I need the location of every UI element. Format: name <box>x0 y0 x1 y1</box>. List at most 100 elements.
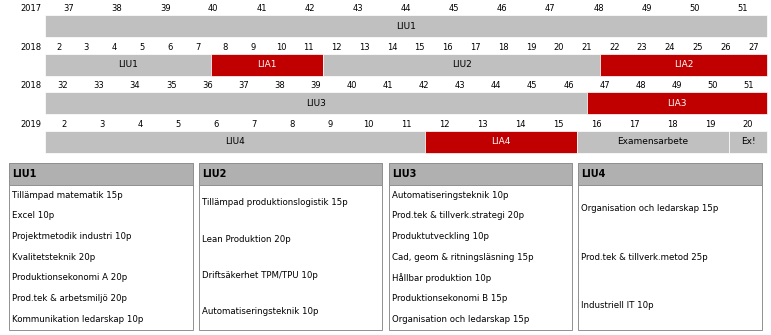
Text: 40: 40 <box>346 81 357 90</box>
Text: 42: 42 <box>305 4 315 13</box>
Text: LIU2: LIU2 <box>452 60 471 69</box>
Text: Organisation och ledarskap 15p: Organisation och ledarskap 15p <box>392 315 529 324</box>
Text: LIA1: LIA1 <box>258 60 277 69</box>
Text: Produktionsekonomi A 20p: Produktionsekonomi A 20p <box>12 273 127 282</box>
Text: 32: 32 <box>58 81 68 90</box>
Text: 10: 10 <box>362 120 373 129</box>
Text: 17: 17 <box>629 120 639 129</box>
Text: Organisation och ledarskap 15p: Organisation och ledarskap 15p <box>581 204 719 213</box>
Text: 15: 15 <box>553 120 564 129</box>
Text: 3: 3 <box>99 120 104 129</box>
Bar <box>729 131 767 152</box>
Text: Tillämpad produktionslogistik 15p: Tillämpad produktionslogistik 15p <box>202 198 348 207</box>
Text: 3: 3 <box>84 43 89 52</box>
Text: 46: 46 <box>563 81 574 90</box>
Text: 44: 44 <box>401 4 411 13</box>
Text: 2: 2 <box>61 120 66 129</box>
Text: LIA2: LIA2 <box>674 60 693 69</box>
Text: 41: 41 <box>382 81 393 90</box>
Text: 12: 12 <box>439 120 449 129</box>
Text: 13: 13 <box>476 120 487 129</box>
Text: 49: 49 <box>641 4 652 13</box>
Bar <box>322 54 601 75</box>
Text: Prod.tek & tillverk.metod 25p: Prod.tek & tillverk.metod 25p <box>581 253 708 262</box>
Bar <box>425 131 577 152</box>
Text: Prod.tek & arbetsmiljö 20p: Prod.tek & arbetsmiljö 20p <box>12 294 127 303</box>
Text: 49: 49 <box>672 81 682 90</box>
Bar <box>389 163 572 330</box>
Text: 5: 5 <box>175 120 180 129</box>
Text: 33: 33 <box>93 81 104 90</box>
Text: 50: 50 <box>689 4 700 13</box>
Bar <box>45 15 767 37</box>
Text: Automatiseringsteknik 10p: Automatiseringsteknik 10p <box>202 307 318 316</box>
Text: 44: 44 <box>491 81 501 90</box>
Text: 17: 17 <box>470 43 480 52</box>
Text: 13: 13 <box>359 43 369 52</box>
Text: 8: 8 <box>289 120 295 129</box>
Text: 25: 25 <box>692 43 703 52</box>
Text: 4: 4 <box>137 120 143 129</box>
Text: 6: 6 <box>213 120 218 129</box>
Text: LIA3: LIA3 <box>667 99 687 108</box>
Text: 4: 4 <box>112 43 117 52</box>
Text: Projektmetodik industri 10p: Projektmetodik industri 10p <box>12 232 132 241</box>
Text: LIU1: LIU1 <box>396 22 416 31</box>
Text: LIU3: LIU3 <box>305 99 325 108</box>
Text: 45: 45 <box>527 81 537 90</box>
Text: 2017: 2017 <box>21 4 42 13</box>
Text: 18: 18 <box>498 43 509 52</box>
Text: Examensarbete: Examensarbete <box>618 137 689 146</box>
Text: LIU2: LIU2 <box>202 169 227 179</box>
Text: Cad, geom & ritningsläsning 15p: Cad, geom & ritningsläsning 15p <box>392 253 534 262</box>
Text: Ex!: Ex! <box>741 137 756 146</box>
Text: 15: 15 <box>415 43 425 52</box>
Text: LIU1: LIU1 <box>118 60 138 69</box>
Text: Kommunikation ledarskap 10p: Kommunikation ledarskap 10p <box>12 315 143 324</box>
Bar <box>577 131 729 152</box>
Text: 46: 46 <box>497 4 507 13</box>
Text: 26: 26 <box>720 43 731 52</box>
Text: 38: 38 <box>274 81 284 90</box>
Text: Produktionsekonomi B 15p: Produktionsekonomi B 15p <box>392 294 507 303</box>
Text: 51: 51 <box>738 4 749 13</box>
Text: Produktutveckling 10p: Produktutveckling 10p <box>392 232 489 241</box>
Text: 2019: 2019 <box>21 120 42 129</box>
Bar <box>199 163 382 330</box>
Text: Automatiseringsteknik 10p: Automatiseringsteknik 10p <box>392 191 508 200</box>
Text: Industriell IT 10p: Industriell IT 10p <box>581 301 654 310</box>
Text: 6: 6 <box>167 43 173 52</box>
Text: 18: 18 <box>667 120 678 129</box>
Bar <box>199 163 382 185</box>
Text: Excel 10p: Excel 10p <box>12 211 55 220</box>
Bar <box>389 163 572 185</box>
Text: 43: 43 <box>455 81 466 90</box>
Bar <box>587 92 767 114</box>
Text: 20: 20 <box>554 43 564 52</box>
Text: 19: 19 <box>705 120 715 129</box>
Text: Driftsäkerhet TPM/TPU 10p: Driftsäkerhet TPM/TPU 10p <box>202 271 318 280</box>
Text: 14: 14 <box>515 120 525 129</box>
Text: 40: 40 <box>208 4 218 13</box>
Bar <box>9 163 193 330</box>
Text: 36: 36 <box>202 81 213 90</box>
Text: 47: 47 <box>599 81 610 90</box>
Text: Prod.tek & tillverk.strategi 20p: Prod.tek & tillverk.strategi 20p <box>392 211 524 220</box>
Bar <box>9 163 193 185</box>
Text: Tillämpad matematik 15p: Tillämpad matematik 15p <box>12 191 123 200</box>
Bar <box>45 131 425 152</box>
Bar <box>45 54 211 75</box>
Text: 38: 38 <box>112 4 123 13</box>
Text: 9: 9 <box>251 43 256 52</box>
Text: 22: 22 <box>609 43 620 52</box>
Text: 35: 35 <box>166 81 177 90</box>
Bar <box>45 92 587 114</box>
Text: LIU3: LIU3 <box>392 169 416 179</box>
Text: 2: 2 <box>56 43 61 52</box>
Text: 48: 48 <box>593 4 604 13</box>
Text: Kvalitetsteknik 20p: Kvalitetsteknik 20p <box>12 253 96 262</box>
Text: 51: 51 <box>744 81 754 90</box>
Text: 8: 8 <box>223 43 228 52</box>
Text: 50: 50 <box>708 81 719 90</box>
Text: 42: 42 <box>419 81 429 90</box>
